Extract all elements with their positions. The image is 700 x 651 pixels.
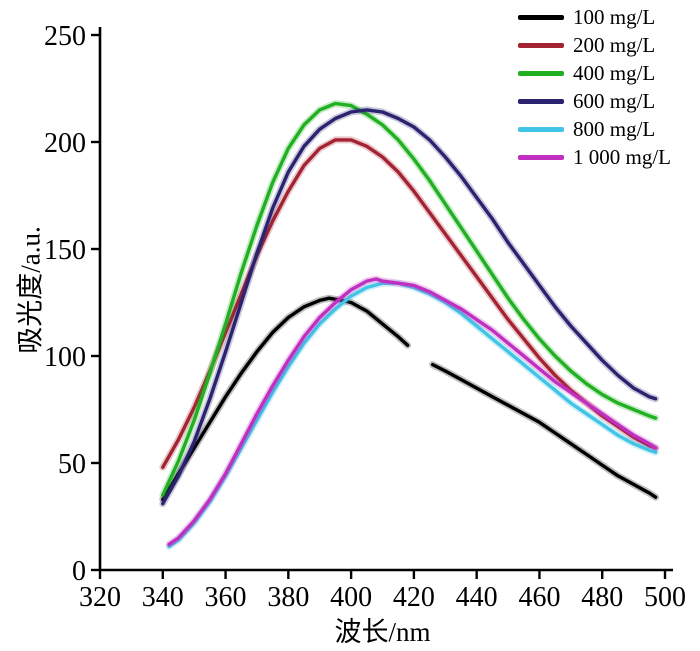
- x-tick-label: 440: [456, 582, 498, 613]
- series-line: [431, 362, 658, 499]
- x-tick-label: 420: [393, 582, 435, 613]
- series-halo: [165, 279, 660, 550]
- legend-label: 400 mg/L: [573, 61, 656, 85]
- y-axis-title: 吸光度/a.u.: [15, 226, 46, 354]
- series-line: [161, 108, 658, 506]
- legend-color-swatch: [518, 99, 564, 104]
- x-axis-title: 波长/nm: [334, 617, 431, 647]
- legend-color-swatch: [518, 15, 564, 20]
- legend-label: 600 mg/L: [573, 89, 656, 113]
- y-tick-label: 50: [58, 449, 86, 480]
- x-tick-label: 360: [205, 582, 247, 613]
- y-tick-label: 150: [44, 235, 86, 266]
- legend-color-swatch: [518, 127, 564, 132]
- series-line: [161, 296, 410, 502]
- legend-item: 100 mg/L: [518, 7, 671, 28]
- legend-label: 100 mg/L: [573, 5, 656, 29]
- legend-item: 200 mg/L: [518, 35, 671, 56]
- x-tick-label: 480: [581, 582, 623, 613]
- legend-label: 800 mg/L: [573, 117, 656, 141]
- y-tick-label: 0: [72, 556, 86, 587]
- legend-label: 1 000 mg/L: [573, 145, 671, 169]
- x-tick-label: 400: [330, 582, 372, 613]
- y-tick-label: 200: [44, 128, 86, 159]
- series-line: [167, 277, 658, 546]
- x-tick-label: 380: [267, 582, 309, 613]
- series-line: [161, 101, 658, 497]
- x-tick-label: 340: [142, 582, 184, 613]
- legend-item: 800 mg/L: [518, 119, 671, 140]
- legend-color-swatch: [518, 71, 564, 76]
- x-tick-label: 500: [644, 582, 686, 613]
- legend-label: 200 mg/L: [573, 33, 656, 57]
- legend-item: 400 mg/L: [518, 63, 671, 84]
- x-tick-label: 460: [518, 582, 560, 613]
- legend: 100 mg/L 200 mg/L 400 mg/L 600 mg/L 800 mg/L…: [518, 7, 671, 168]
- legend-item: 1 000 mg/L: [518, 147, 671, 168]
- legend-color-swatch: [518, 155, 564, 160]
- x-tick-label: 320: [79, 582, 121, 613]
- legend-item: 600 mg/L: [518, 91, 671, 112]
- y-tick-label: 100: [44, 342, 86, 373]
- series-line: [167, 281, 658, 549]
- legend-color-swatch: [518, 43, 564, 48]
- y-tick-label: 250: [44, 21, 86, 52]
